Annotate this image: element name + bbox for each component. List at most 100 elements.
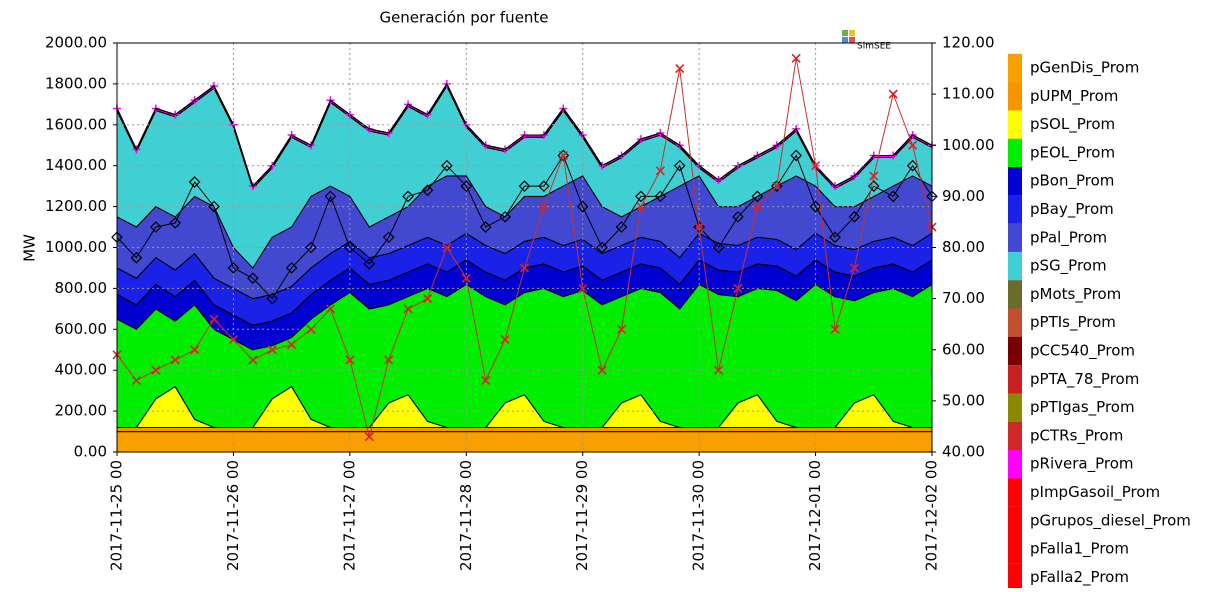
marker-cross xyxy=(228,334,238,345)
legend-label: pUPM_Prom xyxy=(1030,87,1118,106)
marker-cross xyxy=(306,324,316,334)
y-axis-label: MW xyxy=(21,234,39,262)
legend-swatch xyxy=(1008,195,1022,224)
marker-diamond xyxy=(382,231,395,244)
marker-diamond xyxy=(460,180,473,192)
marker-cross xyxy=(636,202,646,212)
y-tick-label: 1400.00 xyxy=(45,156,107,174)
legend-swatch xyxy=(1008,506,1022,535)
legend-label: pRivera_Prom xyxy=(1030,455,1133,474)
legend-label: pPal_Prom xyxy=(1030,228,1107,247)
marker-cross xyxy=(811,161,821,171)
legend-swatch xyxy=(1008,138,1022,168)
marker-diamond xyxy=(712,241,725,254)
y2-tick-label: 50.00 xyxy=(942,391,985,409)
marker-cross xyxy=(325,304,336,314)
marker-diamond xyxy=(227,262,240,274)
x-tick-label: 2017-11-29 00 xyxy=(573,460,591,571)
marker-diamond xyxy=(887,190,900,203)
watermark: SimSEE xyxy=(857,42,891,52)
marker-cross xyxy=(500,334,510,345)
marker-diamond xyxy=(246,272,259,285)
marker-diamond xyxy=(479,221,492,233)
legend-label: pPTA_78_Prom xyxy=(1030,370,1139,389)
legend-swatch xyxy=(1008,82,1022,111)
marker-diamond xyxy=(402,190,414,203)
y2-tick-label: 120.00 xyxy=(942,34,995,52)
x-tick-label: 2017-11-25 00 xyxy=(108,460,126,571)
legend-swatch xyxy=(1008,308,1022,337)
legend-label: pBon_Prom xyxy=(1030,172,1114,191)
legend-swatch xyxy=(1008,167,1022,196)
marker-cross xyxy=(752,202,762,212)
marker-cross xyxy=(267,345,277,355)
x-tick-label: 2017-12-02 00 xyxy=(923,460,941,571)
y-tick-label: 2000.00 xyxy=(45,34,107,52)
legend-swatch xyxy=(1008,393,1022,422)
marker-cross xyxy=(170,355,180,365)
marker-cross xyxy=(772,181,782,191)
legend-swatch xyxy=(1008,421,1022,451)
marker-cross xyxy=(345,355,355,365)
marker-cross xyxy=(694,222,704,232)
marker-diamond xyxy=(809,200,822,213)
marker-diamond xyxy=(751,190,764,203)
legend-label: pBay_Prom xyxy=(1030,200,1114,219)
y-tick-label: 1200.00 xyxy=(45,197,107,215)
y2-tick-label: 80.00 xyxy=(942,238,985,256)
area xyxy=(116,431,933,453)
marker-cross xyxy=(384,355,394,365)
marker-cross xyxy=(578,283,588,293)
legend-swatch xyxy=(1008,534,1022,564)
y-tick-label: 1600.00 xyxy=(45,115,107,133)
marker-cross xyxy=(655,166,665,176)
legend-label: pMots_Prom xyxy=(1030,285,1121,304)
legend-swatch xyxy=(1008,365,1022,394)
marker-cross xyxy=(713,365,724,375)
marker-diamond xyxy=(266,292,279,305)
marker-diamond xyxy=(732,210,744,223)
legend-label: pEOL_Prom xyxy=(1030,143,1115,162)
marker-cross xyxy=(597,365,607,375)
marker-diamond xyxy=(770,180,783,192)
marker-diamond xyxy=(499,210,511,223)
marker-diamond xyxy=(576,200,589,213)
marker-cross xyxy=(422,294,433,304)
marker-diamond xyxy=(344,241,356,254)
legend-swatch xyxy=(1008,280,1022,309)
area xyxy=(116,427,933,433)
legend-swatch xyxy=(1008,251,1022,281)
marker-diamond xyxy=(421,184,434,197)
legend-label: pFalla1_Prom xyxy=(1030,540,1129,559)
legend-label: pGenDis_Prom xyxy=(1030,59,1139,78)
marker-diamond xyxy=(635,190,647,203)
marker-cross xyxy=(791,53,801,63)
marker-diamond xyxy=(363,258,376,270)
x-tick-label: 2017-12-01 00 xyxy=(806,460,824,571)
y-tick-label: 1800.00 xyxy=(45,74,107,92)
marker-diamond xyxy=(673,159,686,172)
marker-cross xyxy=(481,375,491,385)
legend-label: pPTIs_Prom xyxy=(1030,313,1116,332)
y-tick-label: 600.00 xyxy=(55,320,108,338)
marker-cross xyxy=(190,345,200,355)
marker-diamond xyxy=(208,200,220,213)
x-tick-label: 2017-11-26 00 xyxy=(224,460,242,571)
y-tick-label: 200.00 xyxy=(55,402,108,420)
marker-cross xyxy=(675,63,685,74)
marker-diamond xyxy=(829,231,841,244)
y-tick-label: 800.00 xyxy=(55,279,108,297)
marker-cross xyxy=(442,242,452,253)
marker-diamond xyxy=(867,180,880,192)
y2-tick-label: 40.00 xyxy=(942,443,985,461)
marker-cross xyxy=(616,324,627,334)
marker-cross xyxy=(519,263,530,273)
y2-tick-label: 110.00 xyxy=(942,85,995,103)
marker-diamond xyxy=(538,180,550,192)
marker-diamond xyxy=(518,180,531,192)
logo-icon xyxy=(849,30,855,36)
marker-diamond xyxy=(130,251,143,264)
marker-diamond xyxy=(305,241,317,254)
x-tick-label: 2017-11-27 00 xyxy=(340,460,358,571)
marker-diamond xyxy=(693,221,705,233)
